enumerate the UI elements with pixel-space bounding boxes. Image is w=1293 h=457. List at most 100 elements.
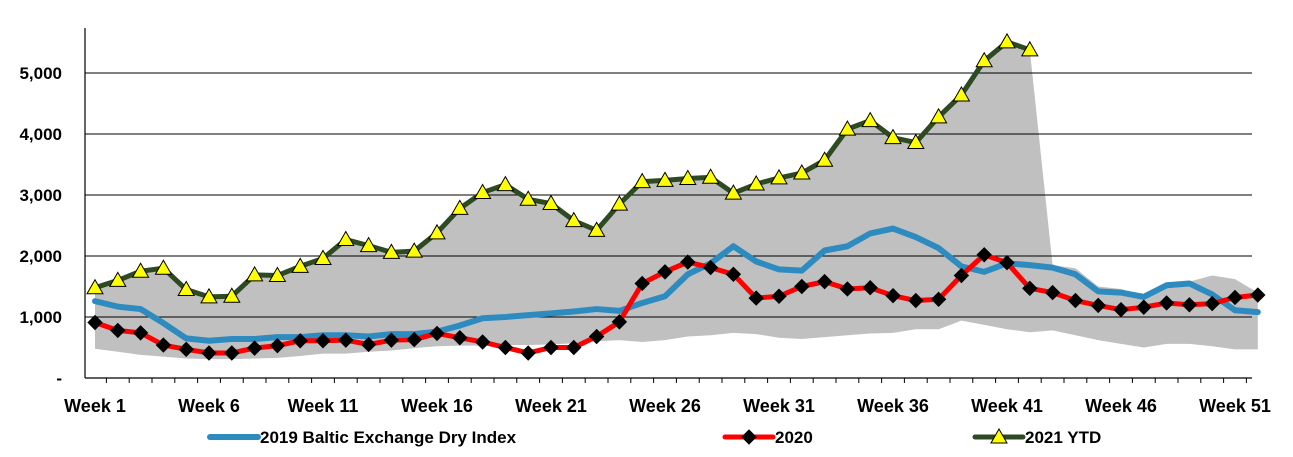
data-point [1204,295,1220,312]
data-point [885,287,901,304]
data-point [315,333,331,349]
data-point [224,345,240,361]
data-point [474,334,491,350]
data-point [1090,297,1106,314]
data-point [450,199,469,215]
data-point [680,254,696,270]
legend-label: 2021 YTD [1025,428,1101,447]
x-tick-label: Week 26 [629,396,701,416]
data-point [1227,289,1243,306]
range-band-area [95,41,1258,360]
data-point [588,328,605,345]
data-point [976,247,992,263]
data-point [998,32,1016,49]
data-point [338,332,354,348]
data-point [497,339,514,356]
y-tick-label: 2,000 [19,247,62,266]
data-point [269,337,286,354]
data-point [929,107,948,124]
data-point [906,133,925,150]
data-point [816,273,833,290]
data-point [564,211,583,228]
y-tick-label: 5,000 [19,64,62,83]
data-point [975,51,994,68]
data-point [1044,284,1061,301]
data-point [953,267,970,284]
data-point [884,128,902,145]
y-tick-label: 3,000 [19,186,62,205]
legend-item: 2021 YTD [972,427,1101,447]
data-point [701,168,720,184]
data-point [108,271,127,287]
data-point [519,190,538,206]
axis-layer: - 1,000 2,000 3,000 4,000 5,000 Week 1 Week 6 We… [19,28,1271,416]
data-point [520,345,536,361]
data-point [770,168,788,185]
data-point [861,111,880,128]
data-point [292,333,308,349]
data-point [246,340,263,356]
legend-marker [990,427,1008,444]
data-point [542,194,560,211]
data-point [678,169,697,186]
data-point [336,230,355,247]
data-point [87,314,103,331]
gridline-layer [85,72,1252,318]
x-tick-label: Week 16 [401,396,473,416]
data-point [862,280,878,296]
data-point [1181,297,1198,313]
data-point [201,345,217,361]
y-tick-label: 1,000 [19,308,62,327]
x-tick-label: Week 41 [971,396,1043,416]
data-point [587,221,606,237]
data-point [473,183,492,200]
data-point [291,257,310,273]
data-point [110,322,126,339]
data-point [611,314,628,330]
x-tick-label: Week 51 [1199,396,1271,416]
legend-marker [741,429,757,445]
data-point [268,266,287,283]
y-tick-label: - [56,369,62,388]
data-point [952,85,971,102]
data-point [383,332,400,348]
data-point [838,120,857,136]
data-point [314,249,332,265]
data-point [155,337,172,353]
data-point [543,339,559,356]
data-point [382,243,401,259]
data-point [1022,280,1038,297]
legend: 2019 Baltic Exchange Dry Index 2020 2021 Y… [207,427,1101,447]
data-point [771,288,787,304]
data-point [930,291,947,308]
x-tick-label: Week 21 [515,396,587,416]
x-tick-label: Week 6 [178,396,240,416]
range-band-layer [95,41,1258,360]
data-point [178,341,194,358]
y-tick-label: 4,000 [19,125,62,144]
data-point [1250,287,1266,303]
data-point [748,290,764,306]
x-tick-label: Week 1 [64,396,126,416]
data-point [725,266,742,283]
data-point [747,175,766,191]
series-1 [87,247,1266,361]
data-point [633,172,652,189]
data-point [610,195,629,211]
data-point [131,262,150,278]
series-line [92,225,1261,344]
data-point [452,330,468,346]
series-line [92,252,1261,356]
data-point [724,184,743,200]
data-point [222,287,241,303]
data-point [132,325,149,341]
data-point [634,275,650,292]
data-point [1020,40,1039,57]
data-point [1136,299,1152,315]
data-point [1067,292,1084,309]
legend-item: 2020 [722,428,813,447]
legend-item: 2019 Baltic Exchange Dry Index [207,428,517,447]
data-point [1158,295,1175,311]
data-point [359,236,378,253]
